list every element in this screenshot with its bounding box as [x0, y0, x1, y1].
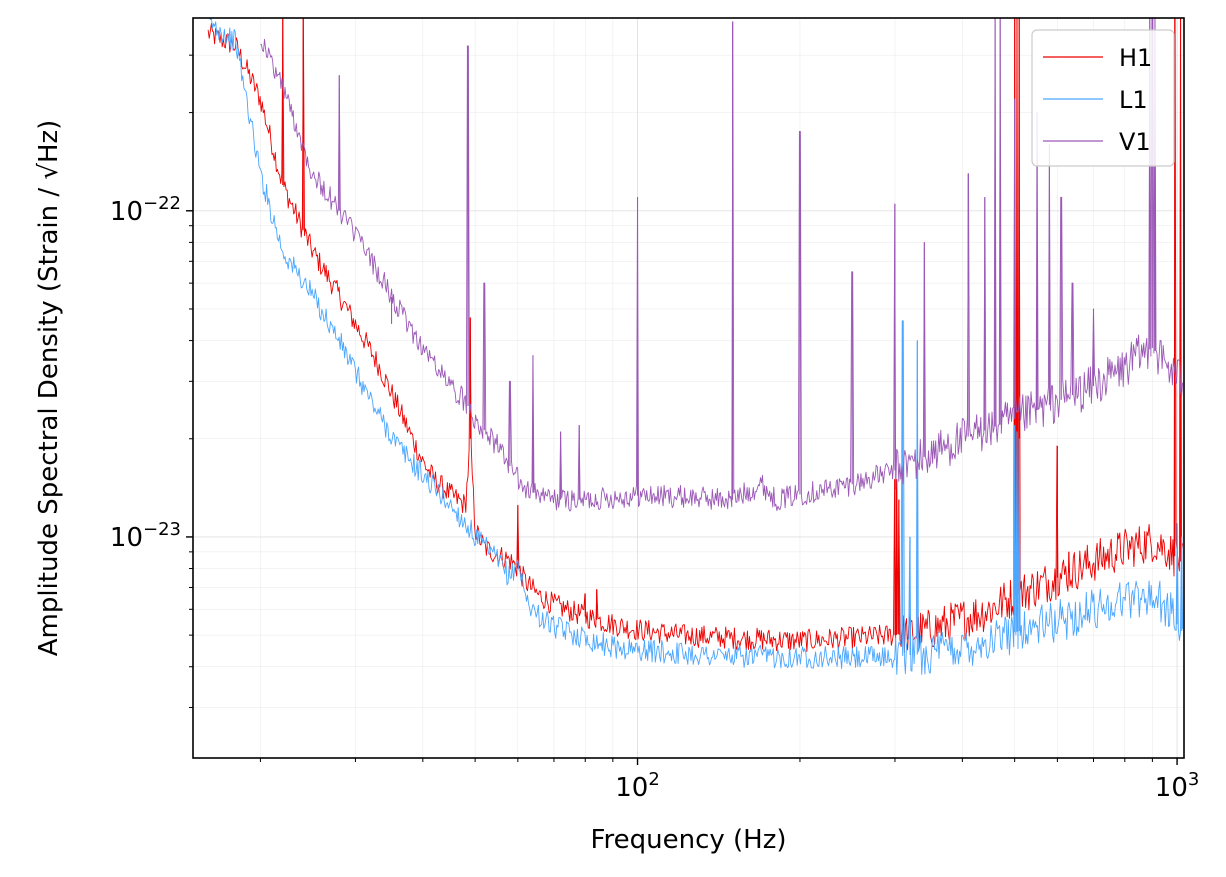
y-tick-label: 10−22 — [110, 193, 181, 227]
legend: H1 L1 V1 — [1031, 29, 1175, 167]
x-tick-label: 102 — [615, 769, 660, 803]
legend-box — [1031, 29, 1175, 167]
legend-label-V1: V1 — [1119, 128, 1151, 156]
y-tick-label: 10−23 — [110, 519, 181, 553]
series-line-V1 — [260, 18, 1184, 512]
plot-frame — [192, 17, 1185, 759]
legend-label-L1: L1 — [1119, 86, 1148, 114]
legend-label-H1: H1 — [1119, 44, 1152, 72]
y-axis-label: Amplitude Spectral Density (Strain / √Hz… — [34, 120, 64, 657]
x-axis-label: Frequency (Hz) — [590, 825, 786, 855]
x-tick-label: 103 — [1155, 769, 1200, 803]
series-layer — [207, 18, 1184, 675]
series-L1 — [209, 18, 1184, 675]
series-line-L1 — [209, 18, 1184, 675]
tick-layer: 102 103 10−23 10−22 — [110, 54, 1200, 803]
